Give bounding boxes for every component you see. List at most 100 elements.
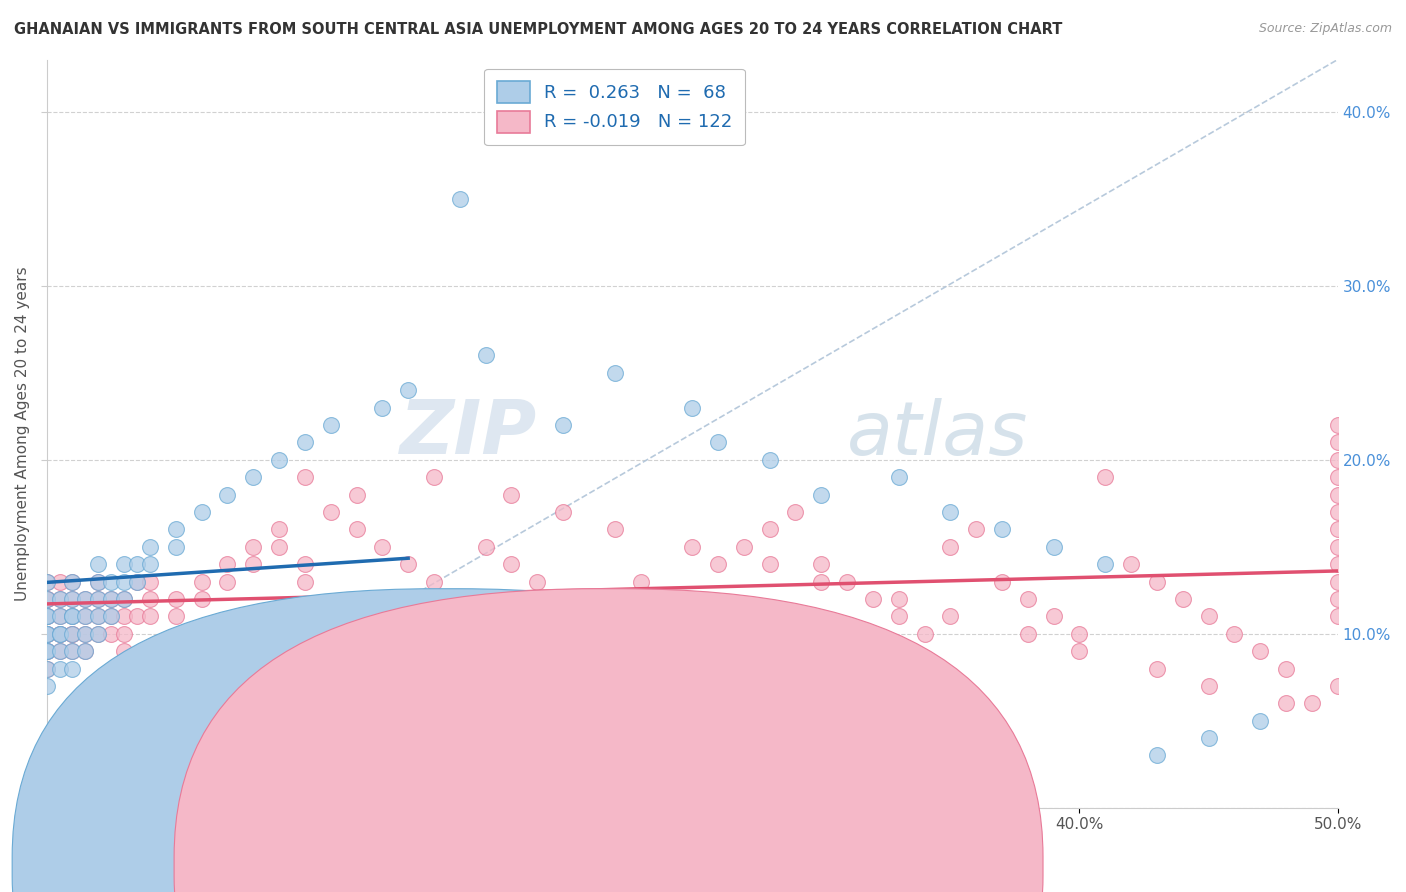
Point <box>62 591 84 606</box>
Point <box>1326 470 1348 484</box>
Point <box>887 609 910 624</box>
Point <box>1042 609 1064 624</box>
Point <box>112 591 135 606</box>
Point <box>35 661 58 675</box>
Point <box>1042 540 1064 554</box>
Point <box>112 644 135 658</box>
Point <box>939 540 962 554</box>
Point <box>887 470 910 484</box>
Point <box>35 591 58 606</box>
Point <box>87 574 110 589</box>
Point <box>758 452 780 467</box>
Point <box>707 435 730 450</box>
Point <box>1326 557 1348 571</box>
Point <box>35 609 58 624</box>
Point <box>48 644 70 658</box>
Point <box>242 696 264 710</box>
Point <box>35 574 58 589</box>
Point <box>48 574 70 589</box>
Point <box>139 609 162 624</box>
Point <box>35 626 58 640</box>
Point <box>1301 696 1323 710</box>
Point <box>35 626 58 640</box>
Point <box>217 574 239 589</box>
Point <box>1275 661 1298 675</box>
Point <box>681 401 703 415</box>
Point <box>1069 626 1091 640</box>
Point <box>87 626 110 640</box>
Point <box>1198 609 1220 624</box>
Point <box>62 574 84 589</box>
Point <box>62 574 84 589</box>
Point <box>190 591 212 606</box>
Point <box>165 591 187 606</box>
Point <box>1326 574 1348 589</box>
Point <box>914 626 936 640</box>
Point <box>87 591 110 606</box>
Point <box>707 557 730 571</box>
Text: Source: ZipAtlas.com: Source: ZipAtlas.com <box>1258 22 1392 36</box>
Point <box>551 591 574 606</box>
Point <box>681 609 703 624</box>
Point <box>125 574 148 589</box>
Point <box>267 540 290 554</box>
Point <box>1198 731 1220 745</box>
Text: Immigrants from South Central Asia: Immigrants from South Central Asia <box>627 859 901 873</box>
Point <box>35 644 58 658</box>
Point <box>346 487 368 501</box>
Point <box>242 470 264 484</box>
Point <box>125 574 148 589</box>
Point <box>87 626 110 640</box>
Point <box>423 470 446 484</box>
Point <box>75 609 97 624</box>
Point <box>449 192 471 206</box>
Point <box>655 591 678 606</box>
Point <box>35 591 58 606</box>
Point <box>1249 714 1271 728</box>
Point <box>35 661 58 675</box>
Point <box>630 574 652 589</box>
Point <box>139 540 162 554</box>
Point <box>1326 435 1348 450</box>
Point <box>112 557 135 571</box>
Point <box>1146 748 1168 763</box>
Point <box>35 591 58 606</box>
Point <box>48 591 70 606</box>
Point <box>35 644 58 658</box>
Point <box>190 574 212 589</box>
Point <box>267 452 290 467</box>
Point <box>75 609 97 624</box>
Point <box>371 401 394 415</box>
Point <box>48 644 70 658</box>
Point <box>35 609 58 624</box>
Point <box>810 574 832 589</box>
Legend: R =  0.263   N =  68, R = -0.019   N = 122: R = 0.263 N = 68, R = -0.019 N = 122 <box>485 69 745 145</box>
Point <box>62 609 84 624</box>
Point <box>1146 661 1168 675</box>
Point <box>48 591 70 606</box>
Point <box>501 557 523 571</box>
Point <box>991 522 1014 536</box>
Point <box>1326 505 1348 519</box>
Point <box>1146 574 1168 589</box>
Point <box>100 574 122 589</box>
Point <box>62 609 84 624</box>
Point <box>100 609 122 624</box>
Point <box>62 661 84 675</box>
Point <box>75 626 97 640</box>
Point <box>1119 557 1142 571</box>
Point <box>62 626 84 640</box>
Point <box>294 574 316 589</box>
Point <box>835 574 858 589</box>
Point <box>87 574 110 589</box>
Point <box>48 661 70 675</box>
Point <box>758 522 780 536</box>
Point <box>1326 487 1348 501</box>
Point <box>35 644 58 658</box>
Text: GHANAIAN VS IMMIGRANTS FROM SOUTH CENTRAL ASIA UNEMPLOYMENT AMONG AGES 20 TO 24 : GHANAIAN VS IMMIGRANTS FROM SOUTH CENTRA… <box>14 22 1063 37</box>
Point <box>474 540 496 554</box>
Point <box>294 435 316 450</box>
Point <box>75 644 97 658</box>
Point <box>371 540 394 554</box>
Point <box>48 609 70 624</box>
